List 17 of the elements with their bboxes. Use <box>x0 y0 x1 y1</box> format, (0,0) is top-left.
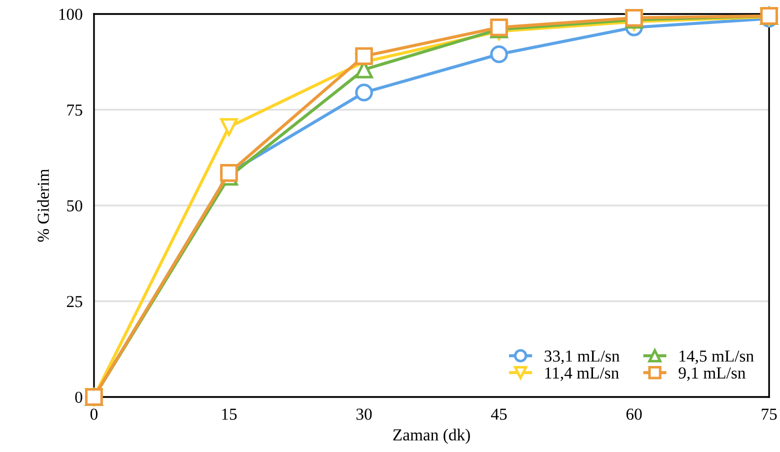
x-tick-label: 15 <box>222 408 237 420</box>
legend-label: 14,5 mL/sn <box>680 350 754 364</box>
x-tick-label: 30 <box>356 408 372 420</box>
x-tick-label: 45 <box>491 408 507 420</box>
legend-label: 33,1 mL/sn <box>544 350 620 364</box>
y-tick-label: 100 <box>59 8 82 20</box>
x-tick-label: 75 <box>762 408 777 420</box>
legend-label: 9,1 mL/sn <box>678 367 746 382</box>
y-tick-label: 75 <box>67 104 82 116</box>
legend-label: 11,4 mL/sn <box>545 367 619 382</box>
x-axis-title: Zaman (dk) <box>393 428 470 444</box>
x-tick-label: 0 <box>90 408 98 420</box>
y-tick-label: 50 <box>67 200 82 212</box>
y-axis-title: % Giderim <box>37 168 49 242</box>
y-tick-label: 0 <box>75 392 82 403</box>
y-tick-label: 25 <box>66 296 82 308</box>
x-tick-label: 60 <box>626 408 642 420</box>
